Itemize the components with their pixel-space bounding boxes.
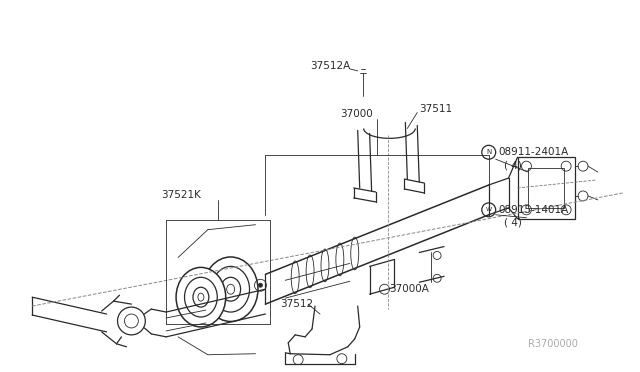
Text: ( 4): ( 4) — [504, 218, 522, 228]
Text: N: N — [486, 149, 492, 155]
Ellipse shape — [193, 287, 209, 307]
Circle shape — [259, 283, 262, 287]
Text: 37521K: 37521K — [161, 190, 201, 200]
Polygon shape — [518, 157, 575, 219]
Text: 37000: 37000 — [340, 109, 372, 119]
Text: ( 4): ( 4) — [504, 160, 522, 170]
Text: 08915-1401A: 08915-1401A — [499, 205, 569, 215]
Ellipse shape — [212, 266, 250, 312]
Text: R3700000: R3700000 — [529, 339, 579, 349]
Ellipse shape — [221, 277, 241, 301]
Text: 37511: 37511 — [419, 103, 452, 113]
Text: 08911-2401A: 08911-2401A — [499, 147, 569, 157]
Ellipse shape — [198, 293, 204, 301]
Ellipse shape — [184, 277, 217, 317]
Text: 37512A: 37512A — [310, 61, 350, 71]
Text: 37512: 37512 — [280, 299, 314, 309]
Text: 37000A: 37000A — [390, 284, 429, 294]
Ellipse shape — [204, 257, 258, 321]
Ellipse shape — [176, 267, 226, 327]
Text: W: W — [486, 207, 492, 212]
Ellipse shape — [227, 284, 235, 294]
